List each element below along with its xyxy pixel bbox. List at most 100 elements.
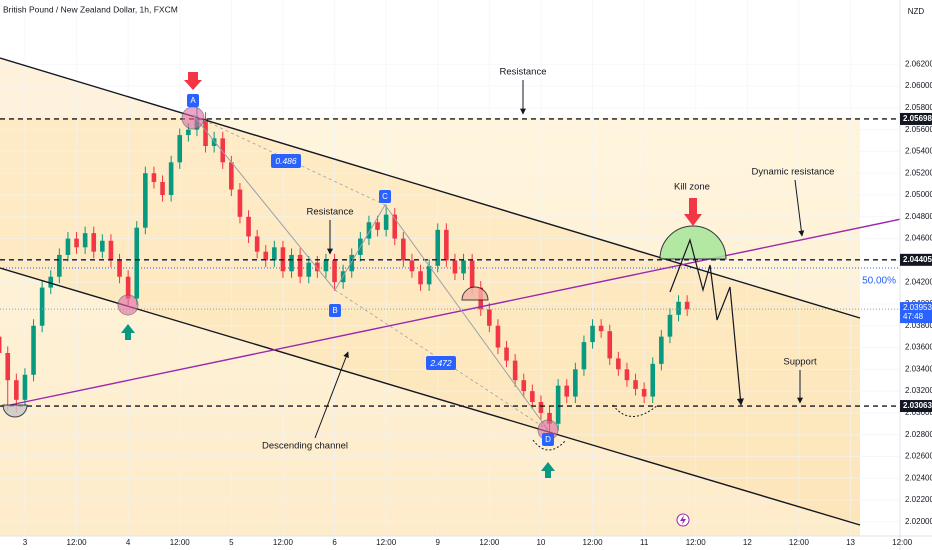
event-icon-bolt [680,515,686,525]
candle-body [332,260,337,283]
level-label: 2.05698 [903,114,932,123]
candle-body [91,233,97,252]
candle-body [633,380,638,389]
candle-body [435,229,441,266]
fib-percent: 50.00% [862,276,896,287]
note: Kill zone [674,182,710,193]
arrow-down-kill [684,198,702,226]
x-tick-label: 12 [743,538,752,547]
currency: NZD [908,7,925,16]
y-tick-label: 2.03000 [905,408,932,417]
candle-body [452,260,458,274]
projection-path [669,238,744,406]
candle-body [254,236,260,252]
countdown: 47:48 [903,312,924,321]
candle-body [168,162,174,196]
last-price-tag [900,302,932,324]
fib-label: 0.486 [275,156,297,166]
candle-body [418,271,423,285]
candle-body [151,173,157,182]
arrow-up-low [121,324,135,340]
arc-start [2,404,28,418]
candle-body [495,325,501,348]
kill-zone-dome [659,225,727,260]
y-tick-label: 2.04800 [905,212,932,221]
channel-upper [0,57,861,319]
candle-body [641,388,647,397]
candle-body [160,181,165,196]
candle-body [229,162,234,190]
candle-body [512,360,518,381]
candle-body [409,260,415,272]
abcd-pattern [192,114,549,431]
arc-support [612,404,659,417]
note: Dynamic resistance [752,167,835,178]
fib-ac [192,114,386,206]
arrow-up-d [541,462,555,478]
candle-body [22,374,28,400]
y-tick-label: 2.05200 [905,168,932,177]
candle-body [186,129,191,136]
axes: 2.02000 2.02200 2.02400 2.02600 2.02800 2.030… [23,59,932,547]
candle-body [530,391,535,402]
point-box [542,433,554,446]
candle-body [39,287,45,326]
x-tick-label: 12:00 [67,538,88,547]
candle-body [426,265,432,285]
x-tick-label: 9 [436,538,441,547]
x-tick-label: 12:00 [376,538,397,547]
candle-body [383,214,389,230]
y-tick-label: 2.03400 [905,364,932,373]
y-tick-label: 2.02400 [905,473,932,482]
channel-fill [0,58,860,525]
y-tick-label: 2.04600 [905,234,932,243]
level-label: 2.03063 [903,401,932,410]
y-tick-label: 2.03600 [905,343,932,352]
candle-body [143,173,148,228]
candle-body [48,276,54,288]
candle-body [100,240,105,252]
y-tick-label: 2.04200 [905,277,932,286]
y-tick-label: 2.05000 [905,190,932,199]
candle-body [366,222,372,239]
x-tick-label: 12:00 [789,538,810,547]
x-tick-label: 5 [229,538,234,547]
note: Resistance [500,67,547,78]
y-tick-label: 2.06000 [905,81,932,90]
candle-body [125,276,131,299]
y-tick-label: 2.05600 [905,125,932,134]
level-label: 2.04405 [903,255,932,264]
y-tick-label: 2.06200 [905,59,932,68]
candle-body [74,238,79,248]
candle-body [676,301,681,315]
pointer-channel [314,351,349,439]
candle-body [306,262,312,277]
candle-body [272,247,277,261]
fib-box [426,356,456,370]
candle-body [598,325,604,332]
candle-body [659,336,664,364]
y-tick-label: 2.05400 [905,147,932,156]
point-box [379,190,391,203]
candle-body [31,325,36,375]
candle-body [108,240,114,261]
note: Support [783,357,817,368]
x-tick-label: 3 [23,538,28,547]
candle-body [5,352,11,381]
levels [0,118,900,407]
x-tick-label: 11 [640,538,649,547]
candle-body [82,233,88,248]
level-tag [900,112,932,125]
note: Descending channel [262,441,348,452]
candle-body [57,254,62,277]
point-box [329,304,341,317]
arrow-down-a [184,72,202,90]
pointer-dynamic [794,179,805,237]
candle-body [349,254,355,272]
candle-body [684,301,690,310]
candle-body [246,216,251,237]
point-box [187,94,199,107]
candle-body [0,336,2,353]
candle-body [220,138,226,163]
candle-body [117,260,122,277]
